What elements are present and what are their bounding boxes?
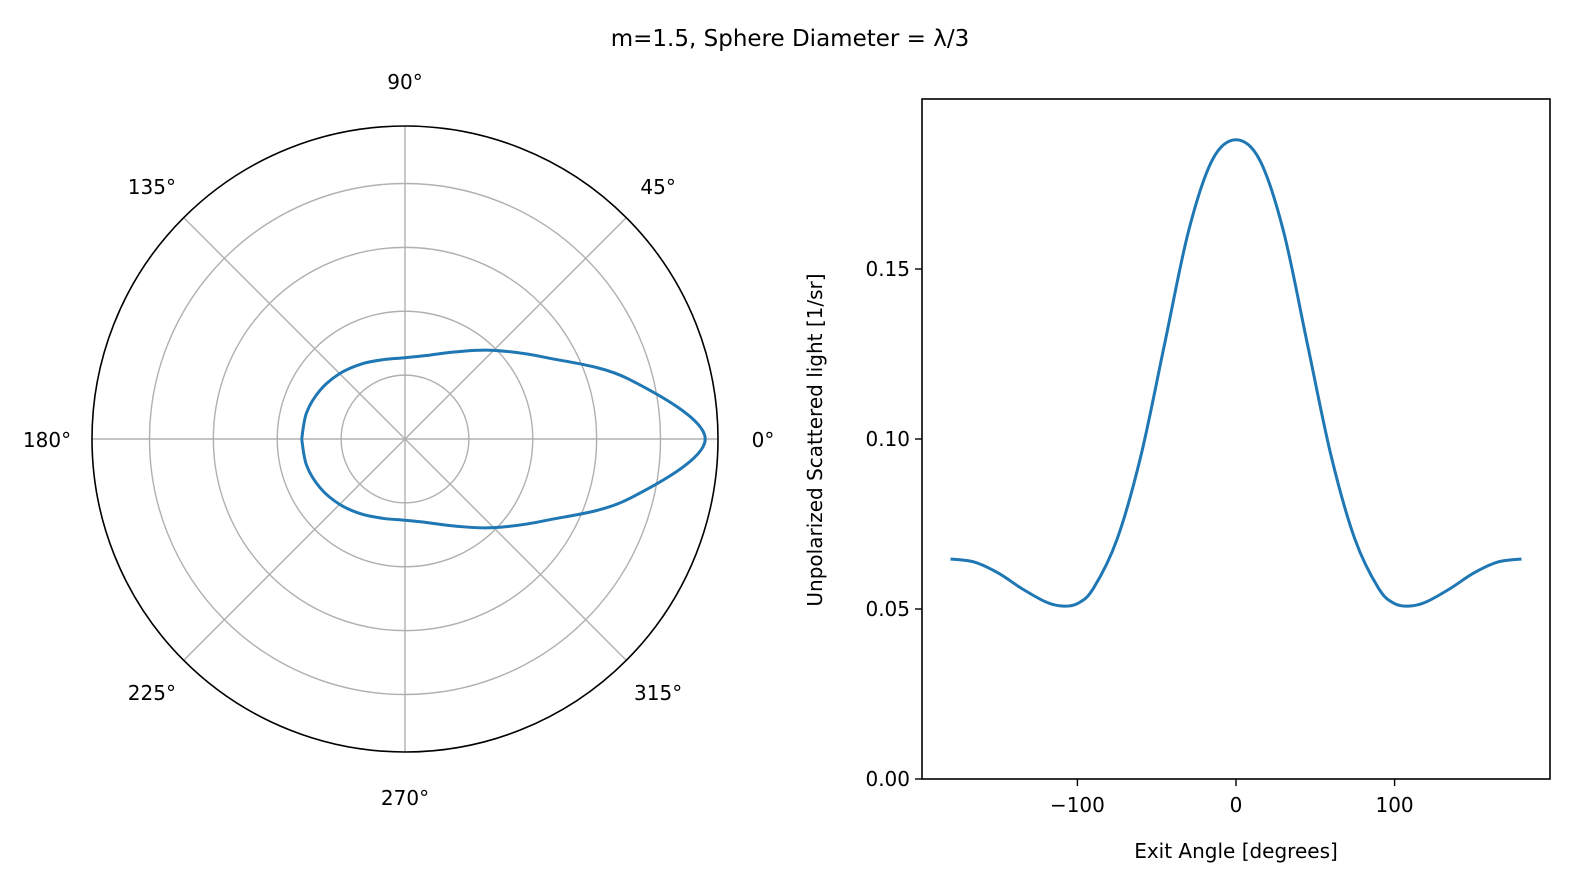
polar-outer-boundary <box>91 125 719 753</box>
polar-angle-tick-label: 270° <box>381 786 429 810</box>
x-tick-label: −100 <box>1050 793 1105 817</box>
figure-title: m=1.5, Sphere Diameter = λ/3 <box>611 26 969 52</box>
polar-angle-gridline <box>183 438 406 661</box>
polar-angle-tick-label: 90° <box>387 70 422 94</box>
x-tick-label: 100 <box>1375 793 1413 817</box>
polar-angle-gridline <box>183 217 406 440</box>
x-tick-label: 0 <box>1230 793 1243 817</box>
polar-angle-tick-label: 135° <box>128 175 176 199</box>
series-line <box>950 138 1522 608</box>
polar-angle-tick-label: 315° <box>634 681 682 705</box>
polar-angle-tick-label: 45° <box>640 175 675 199</box>
polar-angle-gridline <box>404 217 627 440</box>
polar-plot: 0° 45° 90° 135° 180° 225° 270° 315° <box>23 70 774 810</box>
polar-angle-gridline <box>404 438 627 661</box>
polar-angle-tick-label: 180° <box>23 428 71 452</box>
y-tick-label: 0.15 <box>865 257 910 281</box>
polar-angle-tick-label: 0° <box>752 428 775 452</box>
x-axis-label: Exit Angle [degrees] <box>1134 839 1338 863</box>
polar-angle-tick-label: 225° <box>128 681 176 705</box>
y-tick-label: 0.10 <box>865 427 910 451</box>
y-tick-label: 0.05 <box>865 597 910 621</box>
y-tick-label: 0.00 <box>865 767 910 791</box>
y-axis-label: Unpolarized Scattered light [1/sr] <box>803 273 827 606</box>
polar-series-line <box>300 348 707 530</box>
line-plot: −100 0 100 0.00 0.05 0.10 0.15 Exit Angle [degr… <box>803 98 1551 863</box>
